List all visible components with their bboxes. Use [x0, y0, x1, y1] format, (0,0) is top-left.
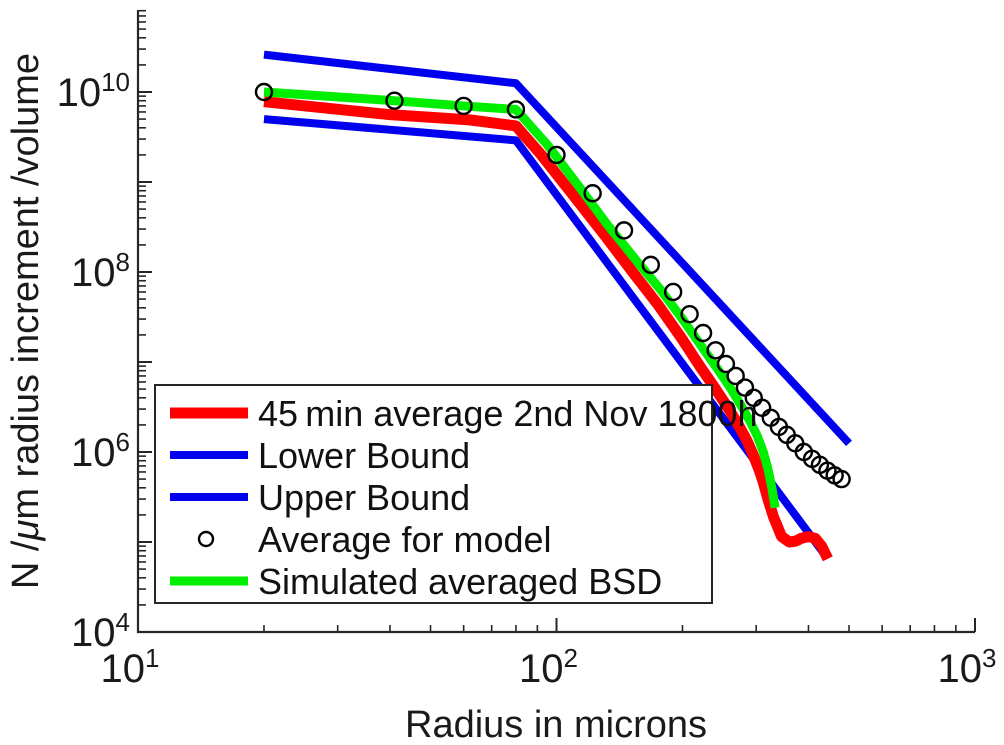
data-point-marker: [716, 354, 736, 374]
data-point-marker: [547, 145, 566, 165]
data-point-marker: [693, 323, 713, 343]
y-axis-title-mu: μ: [5, 520, 47, 542]
data-point-marker: [832, 469, 851, 489]
svg-text:N /μm radius increment /volume: N /μm radius increment /volume: [5, 53, 47, 589]
y-tick-label: 106: [71, 427, 130, 475]
series-line-upper-bound: [263, 50, 852, 446]
x-tick-label: 102: [519, 643, 578, 691]
x-axis-title: Radius in microns: [405, 704, 707, 745]
legend-item-label[interactable]: Simulated averaged BSD: [258, 561, 662, 602]
data-point-marker: [706, 341, 725, 360]
data-point-marker: [254, 82, 274, 102]
series-line-lower-bound: [263, 115, 829, 559]
series-markers-average-for-model: [254, 82, 851, 489]
data-point-marker: [385, 91, 404, 110]
series-line-45-min-average-2nd-nov-1800h: [263, 96, 833, 562]
y-axis-title: N /μm radius increment /volume: [5, 53, 47, 589]
y-tick-label: 108: [71, 247, 130, 295]
data-point-marker: [680, 304, 699, 324]
data-point-marker: [506, 100, 526, 119]
data-series-layer: [254, 50, 852, 562]
data-point-marker: [726, 366, 745, 386]
axis-ticks: [137, 9, 976, 633]
legend-item-label[interactable]: Average for model: [258, 519, 552, 560]
axes-layer: [136, 9, 976, 634]
data-point-marker: [641, 255, 660, 275]
legend-item-label[interactable]: Lower Bound: [258, 435, 470, 476]
y-tick-label: 104: [71, 607, 130, 655]
data-point-marker: [663, 282, 683, 302]
data-point-marker: [583, 184, 602, 203]
data-point-marker: [614, 221, 634, 240]
axis-tick-labels: 101 102 103 1010 108 106 104: [57, 67, 997, 691]
legend-swatch-marker: [197, 530, 215, 548]
y-axis-title-part-1: N /: [5, 540, 47, 589]
data-point-marker: [454, 96, 473, 116]
y-tick-label: 1010: [57, 67, 130, 115]
x-tick-label: 103: [938, 643, 997, 691]
legend-item-label[interactable]: Upper Bound: [258, 477, 470, 518]
x-tick-label: 101: [101, 643, 160, 691]
y-axis-title-part-2: m radius increment /volume: [5, 53, 47, 520]
legend-item-label[interactable]: 45 min average 2nd Nov 1800h: [258, 393, 758, 434]
